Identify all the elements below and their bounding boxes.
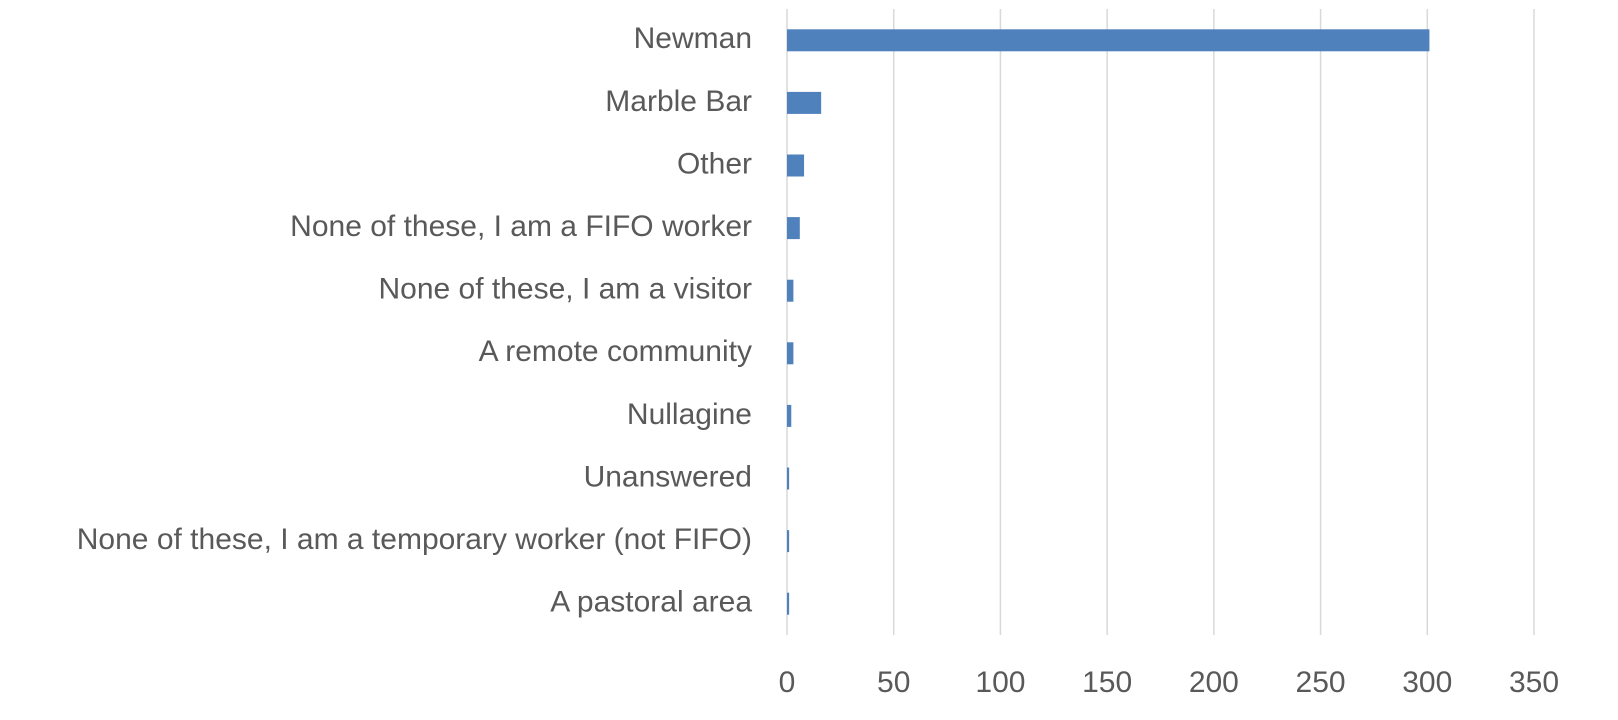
bar bbox=[787, 404, 792, 427]
x-tick-label: 50 bbox=[877, 666, 910, 699]
bar bbox=[787, 217, 800, 240]
bar bbox=[787, 279, 794, 302]
x-tick-label: 100 bbox=[975, 666, 1025, 699]
x-tick-label: 0 bbox=[779, 666, 796, 699]
bar bbox=[787, 592, 790, 615]
y-tick-label: Unanswered bbox=[584, 460, 752, 493]
x-tick-label: 150 bbox=[1082, 666, 1132, 699]
y-tick-label: Other bbox=[677, 147, 752, 180]
bar bbox=[787, 467, 790, 490]
x-tick-label: 300 bbox=[1402, 666, 1452, 699]
y-tick-label: Newman bbox=[634, 22, 752, 55]
y-tick-label: None of these, I am a temporary worker (… bbox=[77, 523, 752, 556]
y-tick-label: None of these, I am a visitor bbox=[378, 273, 752, 306]
y-tick-label: A remote community bbox=[479, 335, 752, 368]
y-tick-label: A pastoral area bbox=[550, 586, 752, 619]
bar bbox=[787, 530, 790, 553]
bar bbox=[787, 154, 805, 177]
x-tick-label: 250 bbox=[1296, 666, 1346, 699]
y-tick-label: None of these, I am a FIFO worker bbox=[290, 210, 752, 243]
bar bbox=[787, 342, 794, 365]
bar bbox=[787, 91, 822, 114]
x-tick-label: 200 bbox=[1189, 666, 1239, 699]
y-tick-label: Nullagine bbox=[627, 398, 752, 431]
y-tick-label: Marble Bar bbox=[605, 85, 752, 118]
bar bbox=[787, 29, 1430, 52]
x-tick-label: 350 bbox=[1509, 666, 1559, 699]
